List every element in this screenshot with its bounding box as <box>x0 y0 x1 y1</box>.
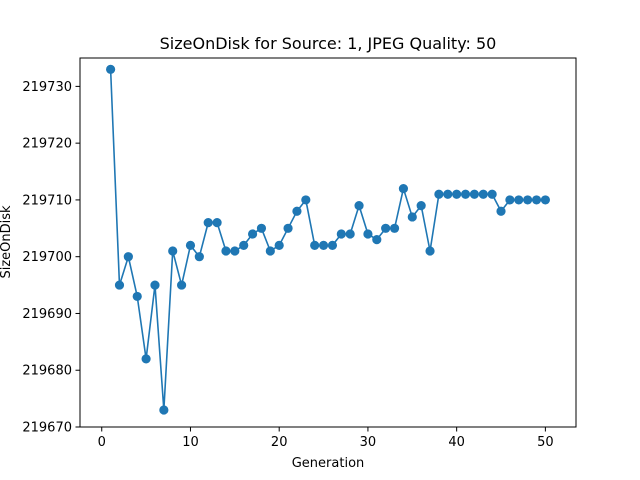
data-point <box>194 252 204 262</box>
data-point <box>336 229 346 239</box>
data-point <box>141 354 151 364</box>
data-point <box>354 201 364 211</box>
data-point <box>230 246 240 256</box>
data-point <box>159 405 169 415</box>
data-point <box>221 246 231 256</box>
y-axis: 219670 219680 219690 219700 219710 219720 2197… <box>22 80 80 436</box>
plot-area <box>79 57 577 428</box>
x-tick-label: 10 <box>182 435 199 450</box>
data-point <box>345 229 355 239</box>
data-point <box>372 235 382 245</box>
data-point <box>106 64 116 74</box>
data-point <box>443 189 453 199</box>
y-tick-label: 219720 <box>22 137 72 152</box>
data-point <box>150 280 160 290</box>
data-point <box>114 280 125 290</box>
data-point <box>265 246 275 256</box>
data-point <box>487 189 497 199</box>
y-tick-label: 219680 <box>22 364 72 379</box>
plot-frame <box>79 57 577 428</box>
y-tick-label: 219690 <box>22 307 72 322</box>
series-layer <box>106 64 550 415</box>
y-tick-label: 219670 <box>22 421 72 436</box>
chart-title: SizeOnDisk for Source: 1, JPEG Quality: … <box>160 34 497 53</box>
y-axis-label: SizeOnDisk <box>0 205 14 279</box>
data-point <box>318 240 329 250</box>
data-point <box>363 229 373 239</box>
data-point <box>540 195 550 205</box>
data-point <box>301 195 311 205</box>
data-point <box>283 223 293 233</box>
data-point <box>416 201 426 211</box>
data-point <box>310 240 320 250</box>
x-tick-label: 20 <box>271 435 288 450</box>
data-point <box>398 183 409 194</box>
x-tick-label: 40 <box>448 435 465 450</box>
data-point <box>239 240 249 250</box>
data-point <box>185 240 196 250</box>
data-point <box>523 195 533 205</box>
data-point <box>407 212 417 222</box>
y-tick-label: 219710 <box>22 193 72 208</box>
data-point <box>132 291 142 302</box>
data-point <box>327 240 338 250</box>
data-point <box>469 189 479 199</box>
data-point <box>256 223 267 233</box>
data-point <box>203 218 213 228</box>
data-point <box>247 229 258 239</box>
data-point <box>496 206 506 216</box>
x-tick-label: 50 <box>537 435 554 450</box>
data-point <box>381 223 391 233</box>
data-point <box>505 195 515 205</box>
data-point <box>292 206 302 216</box>
x-axis-label: Generation <box>292 456 365 471</box>
data-point <box>514 195 524 205</box>
y-tick-label: 219700 <box>22 250 72 265</box>
data-point <box>212 218 222 228</box>
data-point <box>168 246 178 256</box>
y-tick-label: 219730 <box>22 80 72 95</box>
data-point <box>452 189 462 199</box>
data-point <box>177 280 187 290</box>
x-axis: 0 10 20 30 40 50 <box>98 427 554 450</box>
data-point <box>434 189 444 199</box>
x-tick-label: 0 <box>98 435 106 450</box>
data-point <box>123 252 133 262</box>
data-point <box>425 246 435 256</box>
data-point <box>460 189 471 199</box>
data-point <box>531 195 542 205</box>
x-tick-label: 30 <box>360 435 377 450</box>
data-point <box>274 240 284 250</box>
data-point <box>478 189 488 199</box>
data-point <box>389 223 400 233</box>
